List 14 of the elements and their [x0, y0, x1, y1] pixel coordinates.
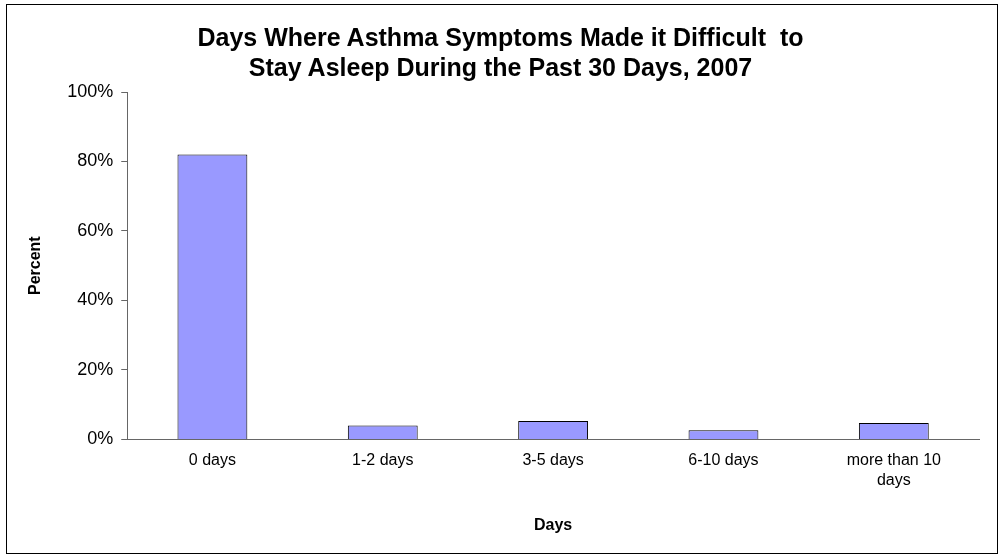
y-tick-label: 40% [77, 289, 114, 310]
x-tick-label: 1-2 days [352, 451, 414, 469]
y-tick-label: 0% [87, 428, 114, 449]
y-axis-title: Percent [26, 235, 44, 296]
y-tick-label: 100% [67, 80, 114, 101]
chart-title: Days Where Asthma Symptoms Made it Difficult to Stay Asleep During the Past 30 Days, 2007 [197, 22, 804, 81]
y-tick-label: 80% [77, 150, 114, 171]
x-tick-label: 6-10 days [688, 451, 759, 469]
x-tick-label: 0 days [188, 451, 236, 469]
y-tick-label: 60% [77, 219, 114, 240]
y-tick-label: 20% [77, 358, 114, 379]
x-tick-label: more than 10 days [846, 451, 942, 488]
x-tick-label: 3-5 days [522, 451, 584, 469]
x-axis-title: Days [533, 515, 573, 533]
